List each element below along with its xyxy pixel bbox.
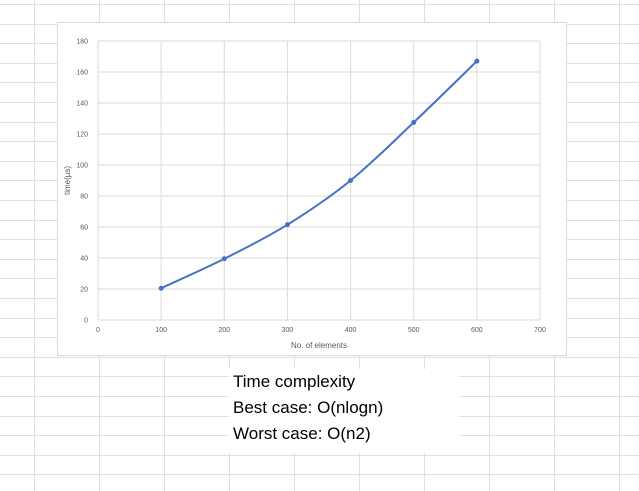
- x-tick-label-7: 700: [534, 327, 546, 334]
- x-tick-label-2: 200: [218, 327, 230, 334]
- data-point-1[interactable]: [221, 256, 227, 262]
- y-tick-label-2: 40: [80, 256, 88, 263]
- y-tick-label-9: 180: [76, 39, 88, 46]
- y-tick-label-4: 80: [80, 194, 88, 201]
- data-point-4[interactable]: [411, 119, 417, 125]
- y-tick-label-3: 60: [80, 225, 88, 232]
- x-tick-label-1: 100: [155, 327, 167, 334]
- y-tick-label-1: 20: [80, 287, 88, 294]
- x-tick-label-5: 500: [408, 327, 420, 334]
- data-point-3[interactable]: [348, 178, 354, 183]
- note-worst-case: Worst case: O(n2): [233, 424, 371, 443]
- note-best-case: Best case: O(nlogn): [233, 398, 384, 417]
- data-point-5[interactable]: [474, 58, 480, 64]
- x-tick-label-6: 600: [471, 327, 483, 334]
- y-tick-label-6: 120: [76, 132, 88, 139]
- notes-text-box[interactable]: Time complexity Best case: O(nlogn) Wors…: [229, 369, 459, 453]
- y-tick-label-0: 0: [84, 318, 88, 325]
- chart-plot: 0 20 40 60 80 100 120 140 160 180 0 100 200 300 400 500…: [63, 39, 546, 351]
- y-tick-label-7: 140: [76, 101, 88, 108]
- data-point-0[interactable]: [158, 285, 164, 291]
- data-point-2[interactable]: [284, 222, 290, 228]
- chart[interactable]: 0 20 40 60 80 100 120 140 160 180 0 100 200 300 400 500…: [57, 22, 567, 356]
- x-tick-label-0: 0: [96, 327, 100, 334]
- note-title: Time complexity: [233, 372, 356, 391]
- x-tick-label-4: 400: [345, 327, 357, 334]
- x-axis-title: No. of elements: [291, 341, 347, 350]
- y-tick-label-5: 100: [76, 163, 88, 170]
- x-tick-label-3: 300: [282, 327, 294, 334]
- y-tick-label-8: 160: [76, 70, 88, 77]
- y-axis-title: time(µs): [63, 166, 72, 195]
- series-line-0: [160, 60, 478, 290]
